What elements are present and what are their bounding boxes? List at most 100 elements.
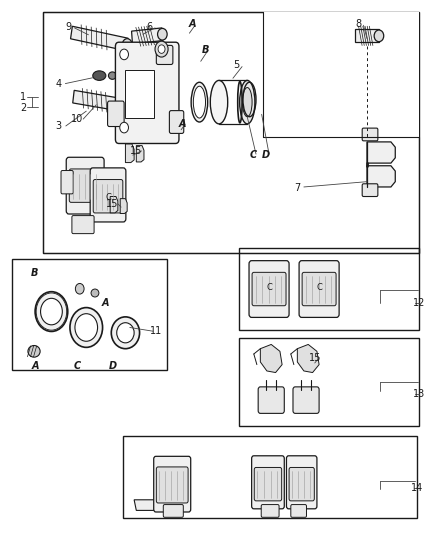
Ellipse shape	[117, 322, 134, 343]
Text: 7: 7	[294, 183, 300, 193]
FancyBboxPatch shape	[252, 456, 284, 509]
FancyBboxPatch shape	[293, 387, 319, 414]
Polygon shape	[71, 26, 128, 51]
Ellipse shape	[120, 100, 130, 111]
Text: 10: 10	[71, 114, 84, 124]
FancyBboxPatch shape	[258, 387, 284, 414]
FancyBboxPatch shape	[66, 157, 104, 214]
Polygon shape	[260, 344, 282, 373]
Ellipse shape	[240, 80, 255, 124]
FancyBboxPatch shape	[289, 467, 314, 501]
Text: 12: 12	[413, 297, 425, 308]
FancyBboxPatch shape	[90, 168, 126, 222]
Ellipse shape	[35, 292, 68, 332]
Circle shape	[118, 48, 128, 61]
Text: B: B	[30, 268, 38, 278]
Bar	[239, 338, 419, 425]
FancyBboxPatch shape	[302, 272, 336, 306]
Circle shape	[120, 49, 128, 60]
Text: C: C	[74, 361, 81, 371]
Ellipse shape	[210, 80, 228, 124]
Polygon shape	[297, 344, 319, 373]
Text: D: D	[108, 361, 117, 371]
Text: 9: 9	[66, 22, 72, 32]
FancyBboxPatch shape	[61, 171, 73, 194]
Ellipse shape	[93, 71, 106, 80]
FancyBboxPatch shape	[163, 505, 184, 518]
Polygon shape	[73, 90, 126, 112]
FancyBboxPatch shape	[362, 184, 378, 197]
FancyBboxPatch shape	[170, 111, 184, 133]
Ellipse shape	[122, 39, 132, 50]
Circle shape	[120, 122, 128, 133]
FancyBboxPatch shape	[116, 42, 179, 143]
Polygon shape	[110, 197, 118, 213]
Polygon shape	[131, 28, 163, 44]
FancyBboxPatch shape	[69, 169, 101, 203]
Text: 8: 8	[355, 19, 361, 29]
Polygon shape	[125, 144, 134, 163]
Ellipse shape	[191, 82, 208, 122]
Ellipse shape	[374, 30, 384, 42]
FancyBboxPatch shape	[93, 180, 123, 213]
FancyBboxPatch shape	[299, 261, 339, 317]
Text: 11: 11	[150, 326, 162, 336]
Text: 15: 15	[106, 199, 119, 209]
Text: A: A	[188, 19, 196, 29]
Text: A: A	[32, 361, 39, 371]
FancyBboxPatch shape	[72, 216, 94, 233]
Bar	[12, 259, 167, 370]
Text: 14: 14	[411, 483, 423, 493]
FancyBboxPatch shape	[291, 505, 307, 518]
Ellipse shape	[91, 289, 99, 297]
FancyBboxPatch shape	[286, 456, 317, 509]
Ellipse shape	[70, 308, 102, 348]
Ellipse shape	[75, 314, 98, 341]
Text: 4: 4	[56, 78, 62, 88]
Bar	[239, 248, 419, 330]
Polygon shape	[134, 500, 160, 511]
Text: 15: 15	[308, 353, 321, 362]
FancyBboxPatch shape	[154, 456, 191, 512]
FancyBboxPatch shape	[252, 272, 286, 306]
FancyBboxPatch shape	[108, 101, 124, 126]
Polygon shape	[120, 199, 127, 214]
Text: 13: 13	[413, 389, 425, 399]
FancyBboxPatch shape	[362, 128, 378, 141]
Ellipse shape	[193, 86, 205, 118]
Polygon shape	[367, 142, 395, 163]
FancyBboxPatch shape	[156, 45, 173, 64]
Bar	[43, 12, 419, 253]
Ellipse shape	[111, 317, 140, 349]
Text: C: C	[316, 283, 322, 292]
Circle shape	[158, 45, 165, 53]
Ellipse shape	[109, 72, 116, 79]
Text: 2: 2	[20, 103, 26, 114]
FancyBboxPatch shape	[249, 261, 289, 317]
Text: A: A	[102, 297, 110, 308]
Text: C: C	[249, 150, 257, 160]
Circle shape	[155, 41, 168, 57]
Bar	[123, 436, 417, 519]
FancyBboxPatch shape	[156, 467, 188, 503]
Polygon shape	[355, 29, 379, 42]
Ellipse shape	[28, 345, 40, 357]
Text: 6: 6	[146, 22, 152, 32]
Ellipse shape	[41, 298, 62, 325]
Text: B: B	[201, 45, 209, 55]
Text: C: C	[105, 193, 111, 202]
Text: 15: 15	[130, 146, 142, 156]
Text: D: D	[262, 150, 270, 160]
Text: C: C	[266, 283, 272, 292]
Text: 5: 5	[233, 60, 240, 70]
Text: A: A	[178, 119, 186, 130]
Bar	[262, 12, 419, 136]
Bar	[125, 70, 154, 118]
Ellipse shape	[158, 28, 167, 40]
Circle shape	[75, 284, 84, 294]
Polygon shape	[367, 166, 395, 187]
FancyBboxPatch shape	[261, 505, 279, 518]
FancyBboxPatch shape	[254, 467, 282, 501]
Ellipse shape	[243, 87, 252, 117]
Text: 1: 1	[20, 92, 26, 102]
